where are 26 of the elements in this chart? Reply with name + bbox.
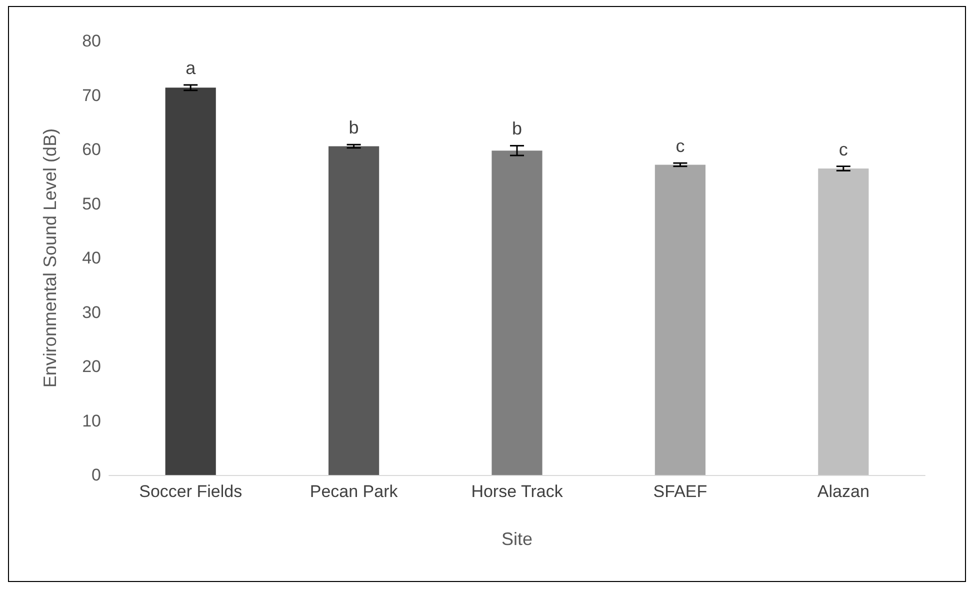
x-tick-label: Soccer Fields <box>139 482 242 501</box>
y-axis-title: Environmental Sound Level (dB) <box>40 128 60 388</box>
bar <box>165 88 216 475</box>
y-tick-label: 40 <box>82 248 101 268</box>
y-tick-label: 20 <box>82 357 101 376</box>
y-tick-label: 50 <box>82 194 101 214</box>
annotation: c <box>838 139 848 160</box>
bar <box>328 146 380 475</box>
bar <box>492 150 542 475</box>
bar <box>818 168 869 475</box>
annotation: c <box>676 136 685 156</box>
x-axis-title: Site <box>501 529 533 549</box>
bar <box>654 164 706 475</box>
x-tick-label: Alazan <box>817 482 870 501</box>
y-tick-label: 70 <box>82 86 101 105</box>
y-tick-label: 30 <box>82 302 101 322</box>
y-tick-label: 0 <box>92 466 101 484</box>
x-tick-label: SFAEF <box>653 482 708 501</box>
y-tick-label: 80 <box>82 32 101 50</box>
annotation: b <box>348 118 359 138</box>
x-tick-label: Pecan Park <box>310 482 398 501</box>
y-tick-label: 10 <box>82 411 101 430</box>
x-tick-label: Horse Track <box>471 482 564 501</box>
annotation: b <box>512 118 522 139</box>
annotation: a <box>186 58 197 78</box>
y-tick-label: 60 <box>82 140 101 159</box>
